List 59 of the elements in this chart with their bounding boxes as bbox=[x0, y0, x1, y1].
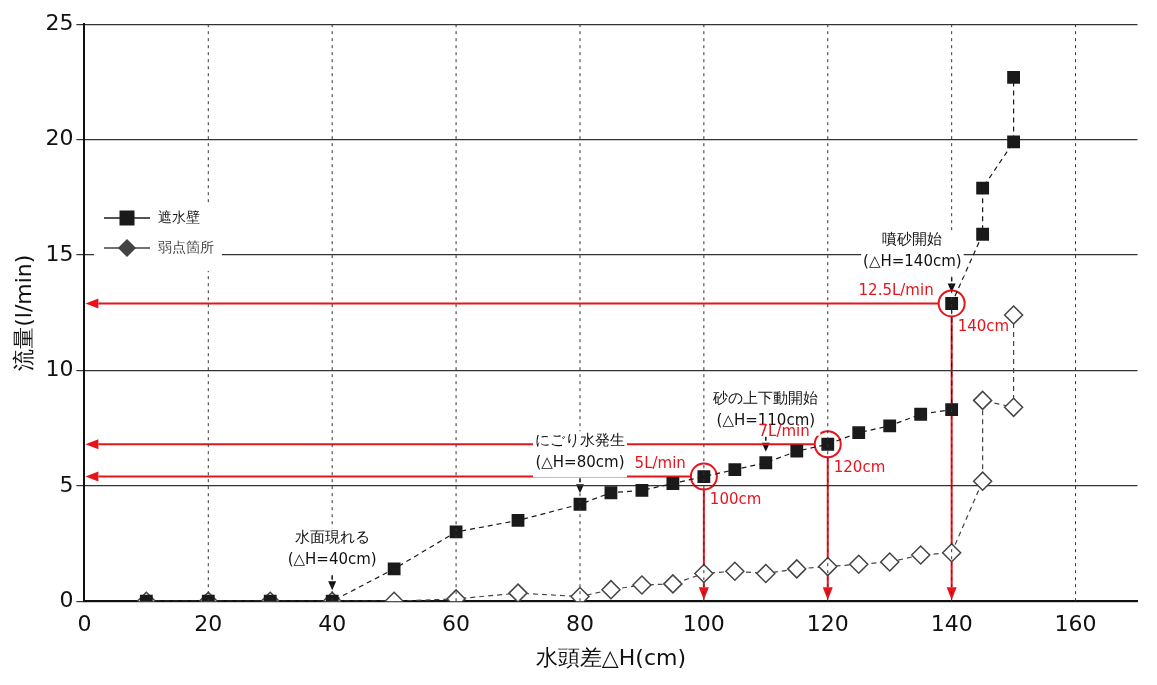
legend-label: 遮水壁 bbox=[158, 208, 201, 227]
point bbox=[879, 552, 900, 572]
y-tick-label: 5 bbox=[59, 471, 74, 497]
annotation: にごり水発生 (△H=80cm) bbox=[534, 430, 625, 471]
annotation: 100cm bbox=[709, 489, 762, 508]
x-tick-label: 80 bbox=[565, 611, 594, 637]
x-tick-label: 0 bbox=[77, 611, 92, 637]
point bbox=[883, 419, 897, 433]
y-tick-label: 25 bbox=[45, 9, 74, 35]
x-tick-label: 140 bbox=[930, 611, 973, 637]
point bbox=[1003, 397, 1024, 418]
annotation: 12.5L/min bbox=[858, 280, 934, 299]
point bbox=[910, 545, 931, 565]
point bbox=[1007, 135, 1021, 149]
point bbox=[604, 486, 618, 500]
point bbox=[1007, 70, 1021, 84]
x-tick-label: 100 bbox=[682, 611, 725, 637]
y-tick-label: 0 bbox=[59, 586, 74, 612]
point bbox=[759, 456, 773, 470]
x-tick-label: 20 bbox=[194, 611, 223, 637]
point bbox=[945, 403, 959, 417]
point bbox=[818, 556, 838, 577]
point bbox=[601, 579, 621, 600]
point bbox=[508, 583, 528, 602]
point bbox=[790, 444, 804, 458]
point bbox=[725, 561, 745, 581]
point bbox=[914, 407, 928, 421]
y-axis-title: 流量(l/min) bbox=[10, 254, 36, 371]
point bbox=[694, 563, 714, 584]
point bbox=[756, 563, 776, 584]
legend-label: 弱点箇所 bbox=[158, 238, 215, 257]
point bbox=[976, 181, 990, 195]
y-tick-label: 20 bbox=[45, 125, 74, 151]
annotation: 140cm bbox=[957, 316, 1010, 335]
point bbox=[635, 484, 649, 497]
point bbox=[972, 390, 993, 411]
point bbox=[728, 463, 742, 477]
point bbox=[511, 514, 525, 527]
x-tick-label: 120 bbox=[806, 611, 849, 637]
annotation: 120cm bbox=[833, 457, 886, 476]
point bbox=[941, 542, 962, 563]
y-tick-label: 15 bbox=[45, 240, 74, 266]
point bbox=[848, 554, 869, 575]
point bbox=[663, 574, 683, 594]
annotation: 噴砂開始 (△H=140cm) bbox=[863, 229, 962, 270]
point bbox=[666, 477, 680, 490]
point bbox=[787, 559, 807, 579]
x-tick-label: 60 bbox=[442, 611, 471, 637]
point bbox=[976, 227, 990, 241]
x-tick-label: 40 bbox=[318, 611, 347, 637]
y-tick-label: 10 bbox=[45, 356, 74, 382]
x-tick-label: 160 bbox=[1054, 611, 1097, 637]
annotation: 5L/min bbox=[634, 453, 686, 472]
point bbox=[972, 471, 993, 491]
point bbox=[387, 562, 401, 576]
point bbox=[852, 426, 866, 440]
point bbox=[632, 575, 652, 595]
x-axis-title: 水頭差△H(cm) bbox=[535, 644, 687, 670]
annotation: 水面現れる (△H=40cm) bbox=[287, 527, 377, 568]
